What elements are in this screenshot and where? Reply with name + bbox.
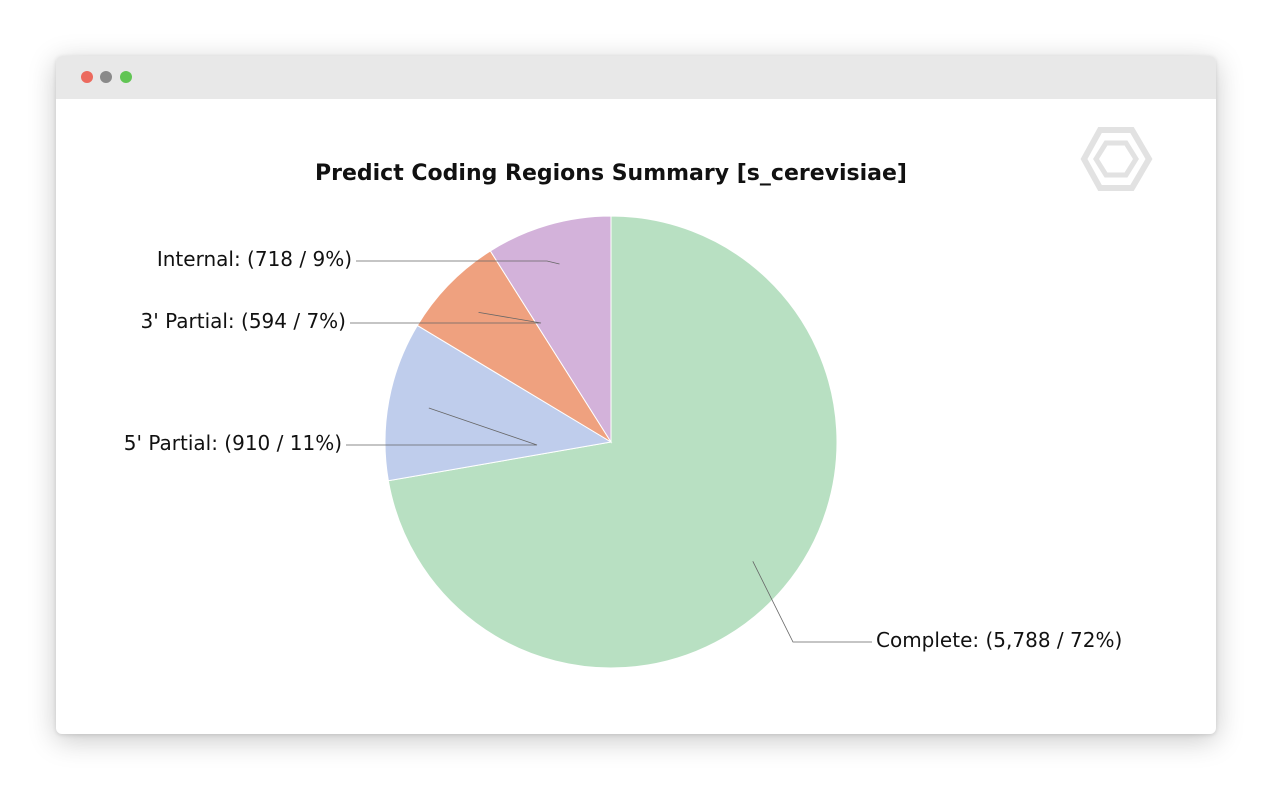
pie-slice-internal[interactable] [489, 215, 612, 444]
pie-chart: Predict Coding Regions Summary [s_cerevi… [124, 127, 1153, 669]
leader-line-internal [356, 260, 560, 265]
close-button[interactable] [81, 71, 93, 83]
slice-label-3-partial: 3' Partial: (594 / 7%) [141, 309, 347, 333]
chart-title: Predict Coding Regions Summary [s_cerevi… [315, 161, 907, 186]
slice-labels: Complete: (5,788 / 72%) 5' Partial: (910 … [124, 247, 1122, 652]
slice-label-internal: Internal: (718 / 9%) [157, 247, 352, 271]
chart-area: Predict Coding Regions Summary [s_cerevi… [56, 99, 1216, 734]
pie-slices [384, 215, 838, 669]
leader-line-5-partial [346, 407, 538, 446]
hexagon-logo-icon [1080, 127, 1153, 191]
leader-line-3-partial [350, 311, 542, 324]
slice-label-5-partial: 5' Partial: (910 / 11%) [124, 431, 342, 455]
minimize-button[interactable] [100, 71, 112, 83]
zoom-button[interactable] [120, 71, 132, 83]
slice-label-complete: Complete: (5,788 / 72%) [876, 628, 1122, 652]
window-titlebar [56, 56, 1216, 99]
app-window: Predict Coding Regions Summary [s_cerevi… [56, 56, 1216, 734]
pie-slice-3-partial[interactable] [416, 250, 612, 443]
pie-slice-5-partial[interactable] [384, 324, 613, 482]
label-leaders [346, 260, 872, 643]
pie-slice-complete[interactable] [387, 215, 838, 669]
leader-line-complete [752, 561, 872, 643]
